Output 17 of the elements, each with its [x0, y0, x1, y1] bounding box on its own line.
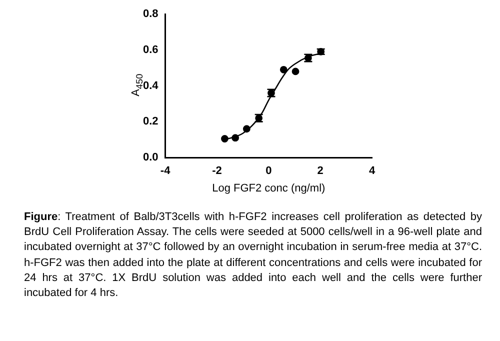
y-tick-label: 0.4 — [142, 80, 160, 92]
point — [280, 66, 288, 74]
x-axis-title: Log FGF2 conc (ng/ml) — [212, 182, 326, 194]
point — [232, 134, 240, 142]
point — [242, 125, 250, 133]
x-tick-label: -4 — [160, 165, 172, 178]
point — [292, 68, 300, 76]
point — [221, 135, 228, 142]
y-tick-label: 0.6 — [142, 44, 158, 56]
x-tick-label: 0 — [266, 165, 272, 178]
y-tick-label: 0.8 — [142, 8, 158, 20]
y-tick-label: 0.0 — [142, 152, 158, 164]
text: Figure: Treatment of Balb/3T3cells with h-FGF2 increases cell proliferation as detected by BrdU Cell Proliferation Assay. The cells were seeded at 5000 cells/well in a 96-well plate and incubated overnight at 37°C followed by an overnight incubation in serum-free media at 37°C. h-FGF2 was then added into the plate at different concentrations and cells were incubated for 24 hrs at 37°C. 1X BrdU solution was added into each well and the cells were further incubated for 4 hrs. — [24, 210, 482, 302]
x-tick-label: -2 — [212, 165, 222, 178]
x-tick-label: 4 — [368, 165, 376, 178]
x-tick-label: 2 — [317, 165, 324, 178]
y-tick-label: 0.2 — [142, 116, 158, 128]
